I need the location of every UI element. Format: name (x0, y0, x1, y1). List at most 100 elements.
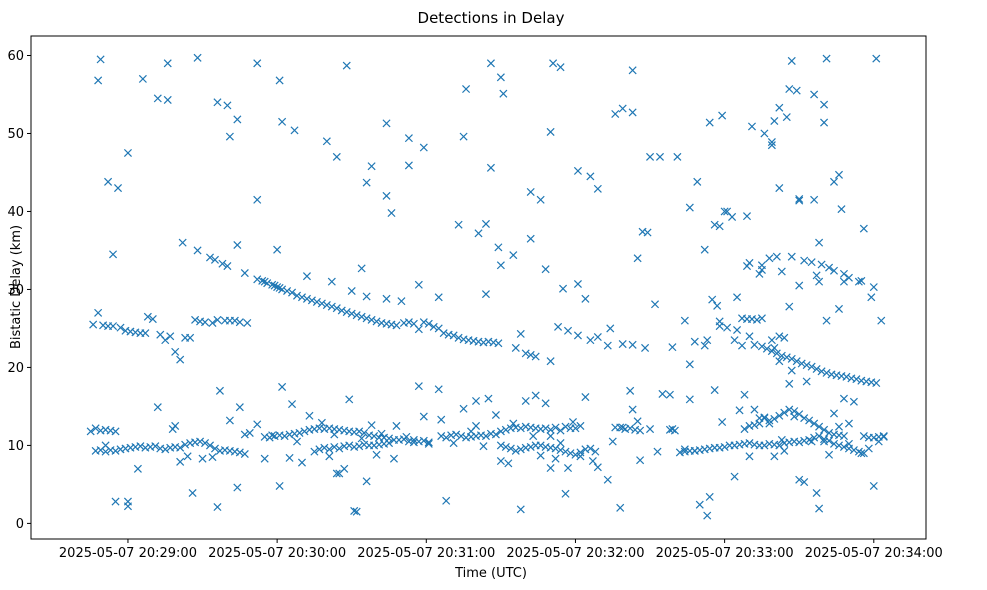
data-point-marker (777, 435, 786, 444)
data-point-marker (133, 464, 142, 473)
data-point-marker (516, 445, 525, 454)
data-point-marker (834, 422, 844, 431)
data-point-marker (504, 459, 513, 468)
data-point-marker (414, 280, 423, 289)
data-point-marker (825, 263, 834, 272)
data-point-marker (268, 280, 277, 289)
data-point-marker (345, 395, 354, 404)
data-point-marker (618, 423, 627, 432)
data-point-marker (163, 59, 172, 68)
data-point-marker (785, 302, 794, 311)
data-point-marker (844, 419, 853, 428)
data-point-marker (300, 427, 309, 436)
data-point-marker (822, 368, 831, 377)
data-point-marker (745, 452, 754, 461)
data-point-marker (494, 243, 503, 252)
data-point-marker (767, 138, 776, 147)
data-point-marker (628, 340, 637, 349)
data-point-marker (141, 329, 150, 338)
data-point-marker (392, 321, 401, 330)
data-point-marker (795, 410, 804, 419)
data-point-marker (608, 437, 617, 446)
data-point-marker (807, 258, 816, 267)
data-point-marker (352, 311, 361, 320)
data-point-marker (772, 349, 781, 358)
data-point-marker (787, 366, 796, 375)
data-point-marker (571, 450, 580, 459)
data-point-marker (253, 195, 262, 204)
data-point-marker (591, 447, 600, 456)
data-point-marker (280, 432, 289, 441)
data-point-marker (193, 246, 202, 255)
data-point-marker (89, 320, 98, 329)
data-point-marker (820, 435, 829, 444)
data-point-marker (800, 478, 809, 487)
data-point-marker (628, 66, 637, 75)
data-point-marker (720, 442, 729, 452)
data-point-marker (268, 431, 277, 440)
data-point-marker (593, 463, 602, 472)
data-point-marker (872, 379, 881, 388)
data-point-marker (479, 442, 488, 451)
data-point-marker (777, 267, 786, 276)
data-point-marker (810, 195, 819, 204)
data-point-marker (208, 453, 217, 462)
data-point-marker (857, 449, 866, 458)
data-point-marker (101, 441, 110, 450)
data-point-marker (471, 396, 481, 405)
data-point-marker (278, 382, 287, 391)
data-point-marker (576, 421, 585, 430)
data-point-marker (877, 316, 886, 325)
data-point-marker (104, 177, 113, 186)
data-point-marker (235, 448, 244, 457)
data-point-marker (178, 238, 187, 247)
x-tick-label: 2025-05-07 20:31:00 (357, 546, 495, 561)
data-point-marker (312, 297, 321, 306)
data-point-marker (253, 275, 262, 284)
data-point-marker (807, 362, 816, 371)
data-point-marker (404, 318, 413, 327)
data-point-marker (812, 271, 821, 280)
data-point-marker (340, 464, 349, 473)
data-point-marker (690, 446, 699, 455)
data-point-marker (278, 285, 287, 294)
data-point-marker (561, 489, 570, 498)
data-point-marker (397, 297, 406, 306)
data-point-marker (800, 256, 809, 265)
data-point-marker (235, 318, 244, 327)
data-point-marker (253, 420, 262, 429)
data-point-marker (745, 439, 754, 448)
y-tick-label: 20 (7, 361, 24, 376)
data-point-marker (419, 143, 428, 152)
data-point-marker (730, 336, 739, 345)
data-point-marker (362, 178, 371, 187)
data-point-marker (710, 386, 719, 395)
data-point-marker (576, 452, 585, 461)
x-axis-ticks: 2025-05-07 20:29:00 2025-05-07 20:30:00 20… (59, 539, 943, 561)
data-point-marker (198, 454, 207, 463)
data-point-marker (787, 354, 796, 363)
data-point-marker (837, 205, 846, 214)
data-point-marker (225, 416, 234, 425)
data-point-marker (288, 400, 297, 409)
data-point-marker (842, 372, 851, 381)
data-point-marker (541, 424, 550, 433)
data-point-marker (302, 294, 311, 303)
data-point-marker (317, 418, 326, 427)
data-point-marker (820, 118, 829, 127)
data-point-marker (454, 220, 463, 229)
data-point-marker (790, 412, 799, 421)
plot-frame (30, 35, 927, 540)
data-point-marker (812, 364, 821, 374)
data-point-marker (362, 477, 371, 486)
data-point-marker (715, 222, 724, 231)
data-point-marker (603, 341, 612, 350)
data-point-marker (243, 318, 252, 328)
data-point-marker (752, 315, 761, 324)
data-point-marker (536, 195, 545, 204)
data-point-marker (327, 277, 336, 286)
data-point-marker (775, 357, 784, 366)
data-point-marker (554, 322, 563, 331)
data-point-marker (780, 408, 789, 417)
data-point-marker (335, 444, 344, 453)
